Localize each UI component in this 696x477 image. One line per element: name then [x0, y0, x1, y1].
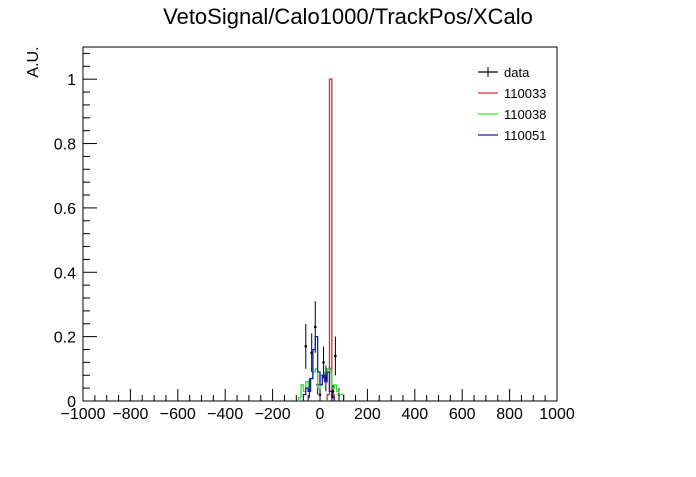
y-tick-label: 1 — [67, 72, 76, 89]
x-tick-label: 1000 — [539, 406, 575, 423]
plot-area: −1000 −800 −600 −400 −200 0 200 400 600 800 1000 0 0… — [54, 46, 575, 423]
x-tick-label: 200 — [354, 406, 381, 423]
series-layer — [298, 78, 345, 401]
x-tick-label: 800 — [496, 406, 523, 423]
legend-label: 110038 — [504, 107, 546, 122]
data-point — [322, 346, 325, 379]
point-marker — [304, 344, 308, 348]
x-tick-label: 600 — [449, 406, 476, 423]
legend-entry-110038: 110038 — [478, 107, 546, 122]
legend-label: data — [504, 65, 530, 80]
legend-entry-data: data — [478, 65, 530, 80]
legend-label: 110051 — [504, 128, 546, 143]
y-tick-label: 0 — [67, 394, 76, 411]
chart-title: VetoSignal/Calo1000/TrackPos/XCalo — [163, 4, 533, 29]
y-axis-label: A.U. — [25, 46, 42, 77]
legend-entry-110033: 110033 — [478, 86, 546, 101]
x-tick-label: −600 — [160, 406, 196, 423]
x-tick-label: 400 — [401, 406, 428, 423]
x-tick-label: −200 — [255, 406, 291, 423]
legend: data 110033 110038 110051 — [478, 65, 546, 143]
y-tick-label: 0.8 — [54, 137, 76, 154]
series-outline — [326, 78, 335, 401]
data-point — [304, 323, 308, 369]
x-tick-label: −400 — [207, 406, 243, 423]
data-point — [334, 336, 337, 376]
x-tick-label: −1000 — [61, 406, 106, 423]
point-marker — [322, 361, 325, 364]
legend-label: 110033 — [504, 86, 546, 101]
y-tick-label: 0.4 — [54, 265, 76, 282]
axis-layer: −1000 −800 −600 −400 −200 0 200 400 600 800 1000 0 0… — [54, 52, 575, 423]
series-110033 — [326, 78, 335, 401]
y-tick-label: 0.6 — [54, 201, 76, 218]
point-marker — [334, 354, 337, 358]
x-tick-label: 0 — [316, 406, 325, 423]
point-marker — [313, 325, 317, 329]
x-tick-label: −800 — [112, 406, 148, 423]
series-outline — [302, 335, 335, 401]
series-110051 — [302, 335, 335, 401]
legend-entry-110051: 110051 — [478, 128, 546, 143]
y-tick-label: 0.2 — [54, 330, 76, 347]
